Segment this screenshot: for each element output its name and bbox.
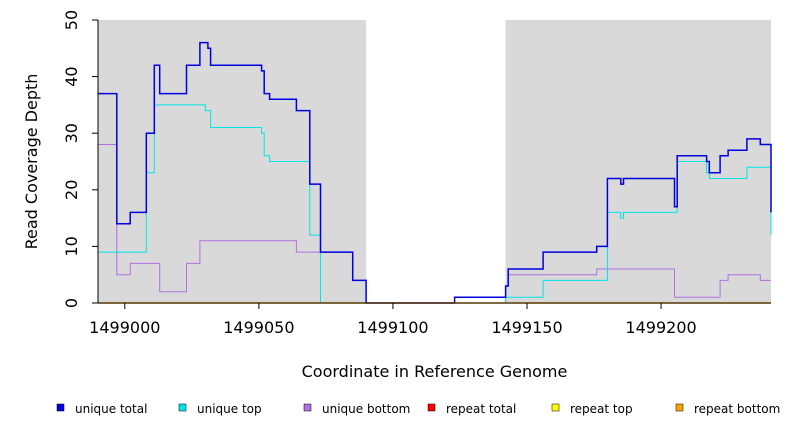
legend-label: unique top <box>197 402 262 416</box>
legend-swatch <box>427 403 436 412</box>
highlight-region <box>366 20 506 303</box>
legend-swatch <box>178 403 187 412</box>
legend-label: repeat total <box>446 402 516 416</box>
legend-swatch <box>551 403 560 412</box>
y-tick-label: 30 <box>62 123 81 143</box>
legend-label: unique bottom <box>322 402 410 416</box>
x-tick-label: 1499050 <box>223 318 294 337</box>
y-axis-title: Read Coverage Depth <box>22 74 41 250</box>
x-tick-label: 1499100 <box>357 318 428 337</box>
legend-label: unique total <box>75 402 147 416</box>
x-axis-title: Coordinate in Reference Genome <box>302 362 568 381</box>
legend-label: repeat top <box>570 402 633 416</box>
y-tick-label: 10 <box>62 236 81 256</box>
y-tick-label: 40 <box>62 66 81 86</box>
y-tick-label: 0 <box>62 298 81 308</box>
x-tick-label: 1499150 <box>491 318 562 337</box>
x-tick-label: 1499000 <box>89 318 160 337</box>
y-tick-label: 20 <box>62 180 81 200</box>
legend-swatch <box>303 403 312 412</box>
x-tick-label: 1499200 <box>625 318 696 337</box>
axes: 0 10 20 30 40 50 1499000 1499050 1499100 1499150 1… <box>62 10 771 337</box>
legend-swatch <box>56 403 65 412</box>
legend-swatch <box>675 403 684 412</box>
y-tick-label: 50 <box>62 10 81 30</box>
legend-label: repeat bottom <box>694 402 780 416</box>
legend: unique total unique top unique bottom repea… <box>56 402 780 416</box>
